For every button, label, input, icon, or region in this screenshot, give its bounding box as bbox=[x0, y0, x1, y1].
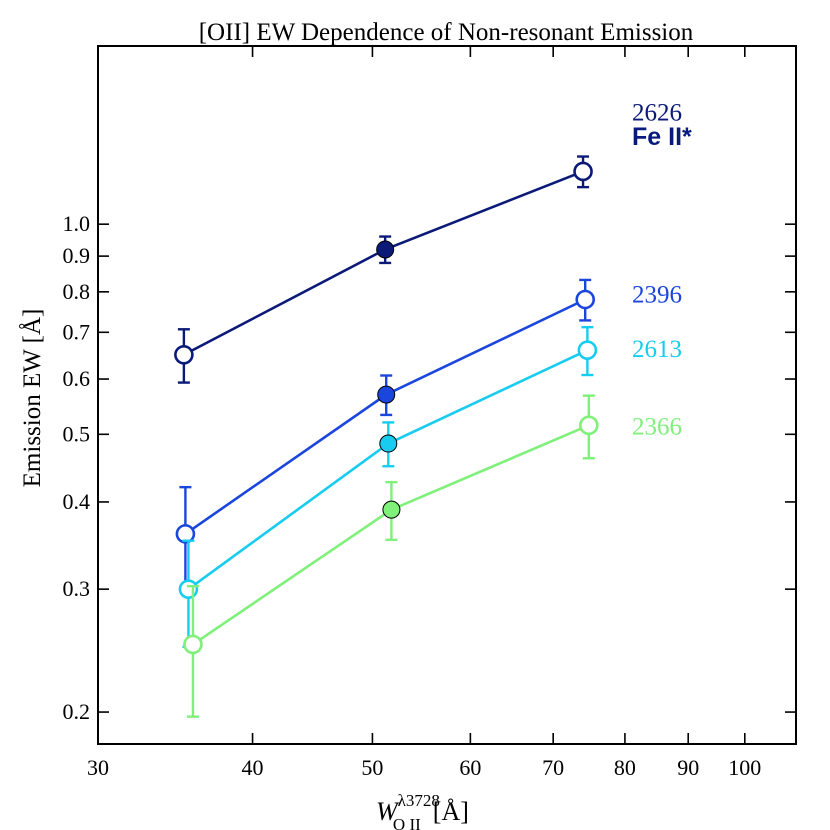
y-tick-label-0.8: 0.8 bbox=[63, 279, 91, 304]
x-axis-label-subscript: O II bbox=[393, 815, 421, 830]
data-point-2396-0 bbox=[175, 524, 196, 544]
series-label-2366: 2366 bbox=[632, 413, 682, 440]
data-point-2396-1 bbox=[377, 385, 396, 404]
y-tick-label-1.0: 1.0 bbox=[63, 211, 91, 236]
y-tick-label-0.6: 0.6 bbox=[63, 366, 91, 391]
x-tick-label-30: 30 bbox=[87, 755, 109, 780]
y-tick-label-0.3: 0.3 bbox=[63, 576, 91, 601]
data-point-2626-2 bbox=[573, 161, 593, 182]
data-point-2366-2 bbox=[579, 415, 599, 436]
data-point-2613-0 bbox=[178, 579, 199, 599]
data-point-2366-1 bbox=[382, 500, 401, 519]
data-point-2366-0 bbox=[183, 634, 203, 655]
series-label-2613: 2613 bbox=[632, 336, 682, 363]
x-tick-label-40: 40 bbox=[242, 755, 264, 780]
axis-ticks: 30 40 50 60 70 80 90 100 0.2 0.3 0.4 0.5 0.6 0.7 0.8 0.… bbox=[63, 46, 796, 780]
legend-title: Fe II* bbox=[632, 123, 692, 151]
x-axis-label-main: W bbox=[376, 797, 400, 826]
y-tick-label-0.4: 0.4 bbox=[63, 489, 91, 514]
x-tick-label-50: 50 bbox=[361, 755, 383, 780]
series-2626: 2626 bbox=[174, 100, 682, 384]
x-tick-label-90: 90 bbox=[677, 755, 699, 780]
chart-title: [OII] EW Dependence of Non-resonant Emis… bbox=[199, 19, 694, 46]
series-label-2626: 2626 bbox=[632, 100, 682, 127]
series-2366: 2366 bbox=[183, 394, 682, 718]
x-axis-label-unit: [Å] bbox=[433, 797, 469, 826]
y-axis-label: Emission EW [Å] bbox=[19, 309, 46, 488]
y-tick-label-0.5: 0.5 bbox=[63, 421, 91, 446]
series-label-2396: 2396 bbox=[632, 282, 682, 309]
plot-area: 2626 2396 2613 2366 bbox=[174, 100, 682, 718]
data-point-2396-2 bbox=[575, 289, 596, 310]
data-point-2613-2 bbox=[577, 340, 598, 360]
x-tick-label-100: 100 bbox=[728, 755, 761, 780]
x-tick-label-60: 60 bbox=[459, 755, 481, 780]
x-axis-label: Wλ3728 O II [Å] bbox=[376, 791, 469, 830]
series-line-2396 bbox=[184, 298, 586, 535]
x-tick-label-70: 70 bbox=[542, 755, 564, 780]
data-point-2626-1 bbox=[376, 240, 395, 259]
data-point-2626-0 bbox=[174, 344, 194, 365]
y-tick-label-0.2: 0.2 bbox=[63, 699, 91, 724]
series-2396: 2396 bbox=[175, 278, 682, 591]
x-axis-label-superscript: λ3728 bbox=[398, 791, 440, 810]
x-tick-label-80: 80 bbox=[614, 755, 636, 780]
y-tick-label-0.7: 0.7 bbox=[63, 319, 91, 344]
data-point-2613-1 bbox=[379, 434, 398, 453]
y-tick-label-0.9: 0.9 bbox=[63, 243, 91, 268]
plot-frame bbox=[97, 45, 797, 745]
